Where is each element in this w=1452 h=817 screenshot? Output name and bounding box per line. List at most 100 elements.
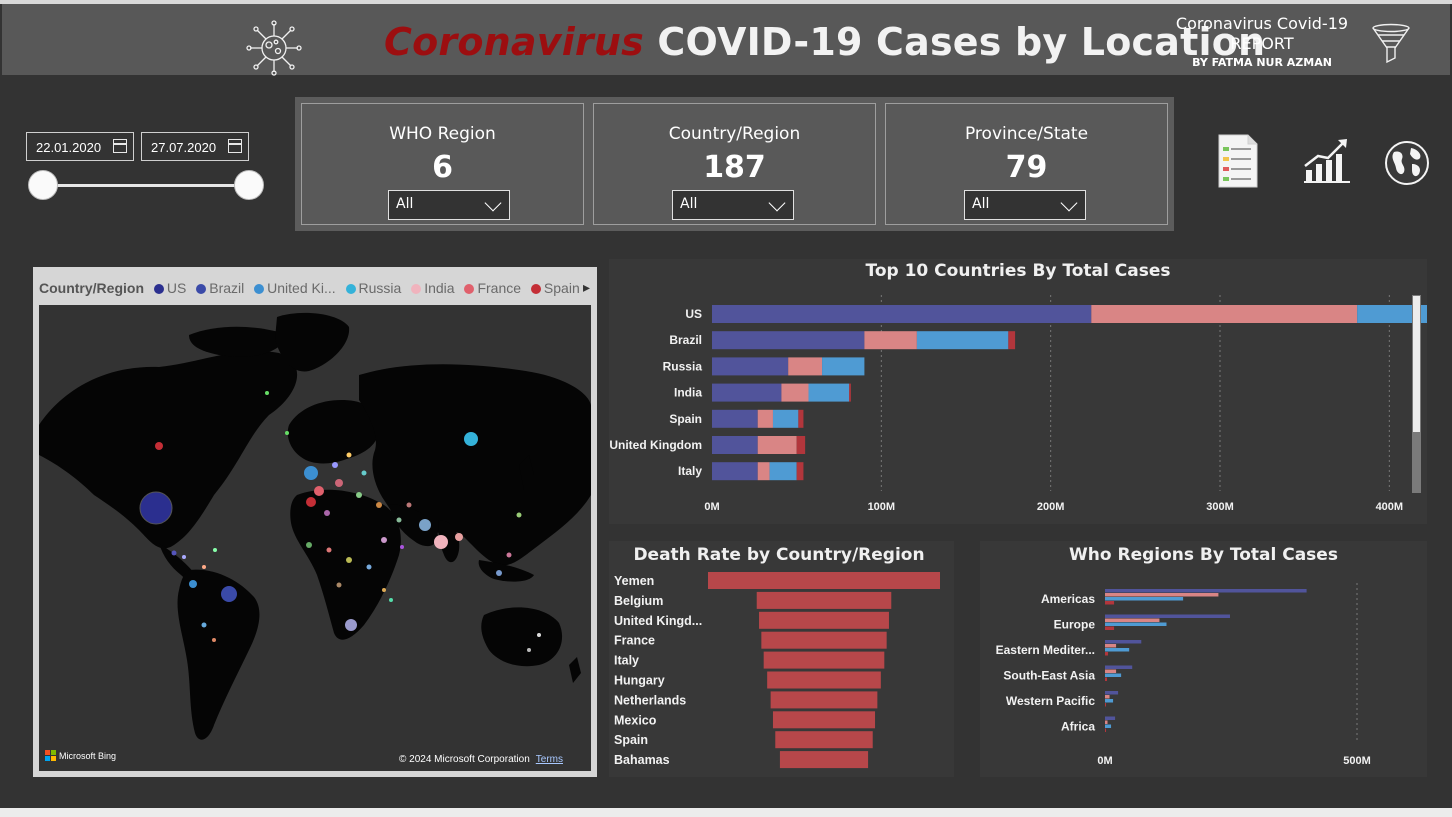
- legend-item-spain[interactable]: Spain: [530, 280, 580, 296]
- who-region-dropdown[interactable]: All: [388, 190, 510, 220]
- scrollbar-thumb[interactable]: [1413, 296, 1420, 432]
- bar[interactable]: [1105, 677, 1108, 682]
- growth-chart-icon[interactable]: [1302, 136, 1352, 184]
- bar-segment[interactable]: [781, 383, 809, 402]
- bar-segment[interactable]: [772, 409, 799, 428]
- bubble[interactable]: [265, 391, 269, 395]
- bar[interactable]: [1105, 665, 1133, 670]
- legend-item-brazil[interactable]: Brazil: [196, 280, 244, 296]
- bubble[interactable]: [516, 512, 522, 518]
- bar[interactable]: [1105, 644, 1117, 648]
- bubble[interactable]: [335, 479, 343, 487]
- bubble[interactable]: [400, 545, 404, 549]
- funnel-bar[interactable]: [761, 631, 887, 649]
- bar-segment[interactable]: [849, 383, 851, 402]
- date-slider-end-handle[interactable]: [234, 170, 264, 200]
- bubble[interactable]: [306, 542, 312, 548]
- bar-segment[interactable]: [769, 462, 797, 481]
- bar-segment[interactable]: [712, 305, 1092, 323]
- bubble[interactable]: [201, 622, 207, 628]
- calendar-icon[interactable]: [228, 139, 242, 153]
- bar-segment[interactable]: [1091, 305, 1358, 323]
- bar-segment[interactable]: [712, 436, 758, 454]
- bubble[interactable]: [285, 431, 289, 435]
- bar[interactable]: [1105, 640, 1142, 644]
- funnel-bar[interactable]: [763, 651, 885, 669]
- bubble-united-kingdom[interactable]: [304, 466, 318, 480]
- funnel-bar[interactable]: [708, 572, 940, 589]
- bubble[interactable]: [396, 517, 402, 523]
- bubble[interactable]: [326, 547, 332, 553]
- bubble[interactable]: [419, 519, 431, 531]
- world-map[interactable]: Microsoft Bing © 2024 Microsoft Corporat…: [39, 305, 591, 771]
- bubble[interactable]: [182, 555, 186, 559]
- top10-scrollbar[interactable]: [1412, 295, 1421, 493]
- date-slider-track[interactable]: [42, 184, 250, 187]
- date-slider-start-handle[interactable]: [28, 170, 58, 200]
- country-region-dropdown[interactable]: All: [672, 190, 794, 220]
- bubble[interactable]: [366, 564, 372, 570]
- bar-segment[interactable]: [712, 383, 782, 402]
- bubble[interactable]: [346, 557, 352, 563]
- bar-segment[interactable]: [808, 383, 850, 402]
- report-icon[interactable]: [1216, 133, 1260, 189]
- bar-segment[interactable]: [1357, 305, 1427, 323]
- bubble[interactable]: [332, 462, 338, 468]
- bubble[interactable]: [496, 570, 502, 576]
- bubble-spain[interactable]: [306, 497, 316, 507]
- bubble-us[interactable]: [139, 491, 173, 525]
- legend-item-india[interactable]: India: [411, 280, 455, 296]
- funnel-bar[interactable]: [775, 731, 873, 749]
- bubble[interactable]: [361, 470, 367, 476]
- bubble[interactable]: [382, 588, 386, 592]
- bar-segment[interactable]: [916, 331, 1009, 350]
- bar-segment[interactable]: [757, 462, 770, 481]
- calendar-icon[interactable]: [113, 139, 127, 153]
- bar[interactable]: [1105, 691, 1119, 695]
- legend-item-us[interactable]: US: [153, 280, 186, 296]
- bar[interactable]: [1105, 716, 1116, 721]
- bubble[interactable]: [537, 633, 541, 637]
- bubble[interactable]: [155, 442, 163, 450]
- bubble[interactable]: [381, 537, 387, 543]
- bubble[interactable]: [212, 638, 216, 642]
- funnel-bar[interactable]: [772, 711, 876, 729]
- start-date-input[interactable]: 22.01.2020: [26, 132, 134, 161]
- bubble[interactable]: [346, 452, 352, 458]
- bubble-france[interactable]: [314, 486, 324, 496]
- bubble[interactable]: [376, 502, 382, 508]
- bubble[interactable]: [202, 565, 206, 569]
- bar[interactable]: [1105, 673, 1122, 678]
- bar[interactable]: [1105, 614, 1230, 619]
- bubble[interactable]: [389, 598, 393, 602]
- bar[interactable]: [1105, 728, 1107, 733]
- bar-segment[interactable]: [788, 357, 823, 376]
- bar-segment[interactable]: [712, 357, 789, 376]
- bar[interactable]: [1105, 589, 1307, 593]
- bar[interactable]: [1105, 703, 1107, 707]
- bubble-india[interactable]: [434, 535, 448, 549]
- bubble[interactable]: [171, 550, 177, 556]
- bar-segment[interactable]: [864, 331, 917, 350]
- province-state-dropdown[interactable]: All: [964, 190, 1086, 220]
- bar[interactable]: [1105, 724, 1112, 729]
- bar[interactable]: [1105, 597, 1184, 601]
- end-date-input[interactable]: 27.07.2020: [141, 132, 249, 161]
- bar-segment[interactable]: [798, 409, 804, 428]
- bar[interactable]: [1105, 669, 1117, 674]
- bar-segment[interactable]: [796, 436, 806, 454]
- bar-segment[interactable]: [712, 331, 865, 350]
- bar[interactable]: [1105, 720, 1108, 725]
- terms-link[interactable]: Terms: [535, 754, 563, 765]
- funnel-bar[interactable]: [759, 611, 889, 629]
- bar[interactable]: [1105, 648, 1130, 652]
- bar[interactable]: [1105, 652, 1109, 656]
- legend-next-arrow-icon[interactable]: ▸: [583, 280, 591, 296]
- bubble[interactable]: [336, 582, 342, 588]
- bubble[interactable]: [213, 548, 217, 552]
- bubble[interactable]: [324, 510, 330, 516]
- bar[interactable]: [1105, 618, 1160, 623]
- bar[interactable]: [1105, 622, 1167, 627]
- bubble[interactable]: [527, 648, 531, 652]
- legend-item-france[interactable]: France: [464, 280, 521, 296]
